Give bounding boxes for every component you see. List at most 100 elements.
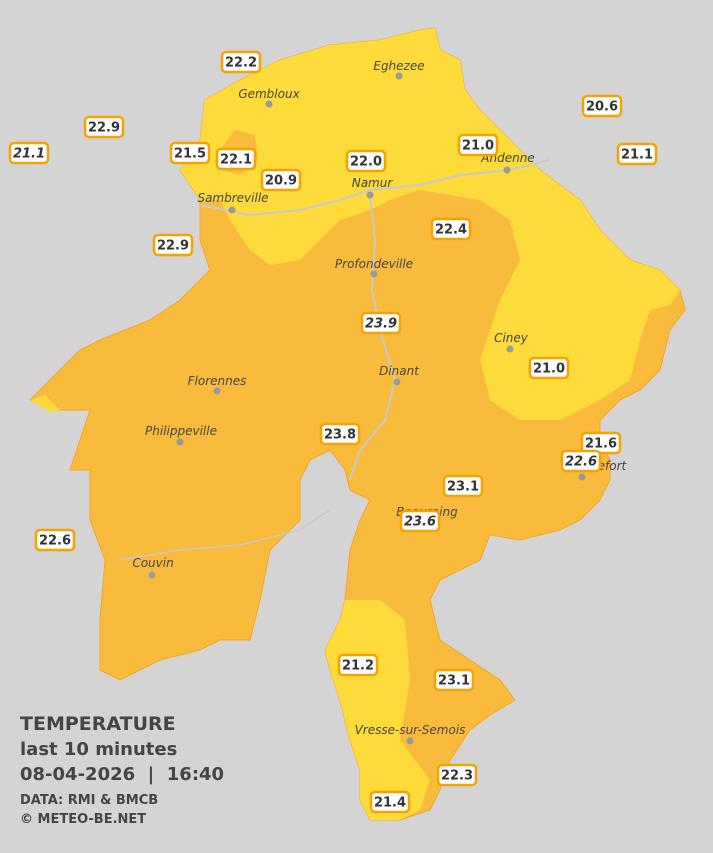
station-box <box>220 50 262 74</box>
zone-yellow-west <box>30 395 60 412</box>
station-value: 20.6 <box>586 100 618 115</box>
station-box <box>580 431 622 455</box>
station-box <box>360 311 402 335</box>
station-value: 21.1 <box>13 147 45 162</box>
city-label: Ciney <box>494 331 529 345</box>
city-dot <box>503 166 511 174</box>
city-label: Couvin <box>132 556 173 570</box>
station: 21.2 <box>337 653 379 677</box>
station: 21.0 <box>457 133 499 157</box>
city-dot <box>578 473 586 481</box>
station: 20.9 <box>260 168 302 192</box>
station-value: 21.4 <box>374 796 406 811</box>
station: 22.4 <box>430 217 472 241</box>
cities: EghezeeGemblouxAndenneNamurSambrevillePr… <box>132 59 628 745</box>
city-dot <box>366 191 374 199</box>
station-box <box>83 115 125 139</box>
city-dot <box>406 737 414 745</box>
station-value: 22.9 <box>88 121 120 136</box>
station: 22.9 <box>83 115 125 139</box>
station-value: 23.1 <box>447 480 479 495</box>
station-box <box>34 528 76 552</box>
station: 23.1 <box>442 474 484 498</box>
station-value: 20.9 <box>265 174 297 189</box>
station: 23.1 <box>433 668 475 692</box>
legend-copyright: © METEO-BE.NET <box>20 812 146 827</box>
city-label: Philippeville <box>145 424 217 438</box>
station-box <box>369 790 411 814</box>
station-value: 23.6 <box>404 515 436 530</box>
station: 23.6 <box>399 509 441 533</box>
station-value: 22.4 <box>435 223 467 238</box>
station: 21.1 <box>8 141 50 165</box>
station-box <box>560 449 602 473</box>
legend-timestamp: 08-04-2026 | 16:40 <box>20 764 224 785</box>
station-value: 21.0 <box>533 362 565 377</box>
station-value: 22.2 <box>225 56 257 71</box>
station-value: 21.0 <box>462 139 494 154</box>
station-box <box>215 147 257 171</box>
station-box <box>169 141 211 165</box>
station: 21.6 <box>580 431 622 455</box>
station-value: 22.0 <box>350 155 382 170</box>
city-label: Namur <box>352 176 394 190</box>
stations: 22.2 22.9 21.1 21.5 22.1 20.9 22.0 21.0 20.6 21.1… <box>8 50 658 814</box>
station-box <box>430 217 472 241</box>
station-value: 22.6 <box>39 534 71 549</box>
station-box <box>152 233 194 257</box>
station-value: 22.3 <box>441 769 473 784</box>
station-value: 21.5 <box>174 147 206 162</box>
station: 22.9 <box>152 233 194 257</box>
river <box>199 159 551 217</box>
station-box <box>8 141 50 165</box>
station: 21.1 <box>616 142 658 166</box>
station: 22.6 <box>34 528 76 552</box>
city-label: Eghezee <box>373 59 424 73</box>
city-label: Florennes <box>188 374 247 388</box>
station-box <box>399 509 441 533</box>
legend: TEMPERATURE last 10 minutes 08-04-2026 |… <box>20 713 224 827</box>
city-dot <box>506 345 514 353</box>
station-box <box>581 94 623 118</box>
station-value: 22.9 <box>157 239 189 254</box>
station-value: 21.2 <box>342 659 374 674</box>
city-dot <box>395 72 403 80</box>
station: 22.1 <box>215 147 257 171</box>
station-box <box>260 168 302 192</box>
city-dot <box>265 100 273 108</box>
station: 22.2 <box>220 50 262 74</box>
station-value: 23.9 <box>365 317 397 332</box>
station-box <box>319 422 361 446</box>
city-label: Sambreville <box>197 191 268 205</box>
station: 22.3 <box>436 763 478 787</box>
station-value: 21.1 <box>621 148 653 163</box>
station: 21.5 <box>169 141 211 165</box>
city-dot <box>228 206 236 214</box>
station: 23.9 <box>360 311 402 335</box>
city-dot <box>148 571 156 579</box>
station: 21.0 <box>528 356 570 380</box>
legend-title: TEMPERATURE <box>20 713 176 735</box>
station-box <box>528 356 570 380</box>
station-value: 21.6 <box>585 437 617 452</box>
city-dot <box>176 438 184 446</box>
city-label: Gembloux <box>238 87 300 101</box>
river <box>119 509 331 561</box>
station-box <box>433 668 475 692</box>
city-label: Dinant <box>379 364 420 378</box>
station-box <box>442 474 484 498</box>
city-label: Profondeville <box>335 257 413 271</box>
city-dot <box>213 387 221 395</box>
station: 20.6 <box>581 94 623 118</box>
river <box>349 194 397 481</box>
city-label: Vresse-sur-Semois <box>355 723 466 737</box>
station: 22.6 <box>560 449 602 473</box>
city-dot <box>393 378 401 386</box>
station: 23.8 <box>319 422 361 446</box>
station-value: 22.1 <box>220 153 252 168</box>
station: 21.4 <box>369 790 411 814</box>
station-box <box>616 142 658 166</box>
station-value: 22.6 <box>565 455 597 470</box>
station-box <box>337 653 379 677</box>
